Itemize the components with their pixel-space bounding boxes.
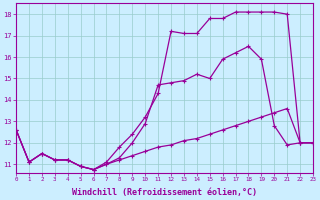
X-axis label: Windchill (Refroidissement éolien,°C): Windchill (Refroidissement éolien,°C)	[72, 188, 257, 197]
